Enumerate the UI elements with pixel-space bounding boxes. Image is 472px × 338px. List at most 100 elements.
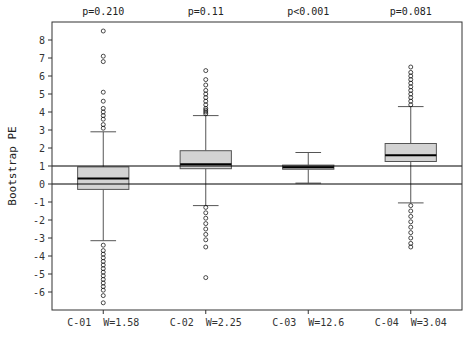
y-tick-label: -3 (33, 233, 45, 244)
flier (409, 209, 413, 213)
y-tick (48, 94, 52, 95)
flier (204, 83, 208, 87)
flier (101, 288, 105, 292)
flier (101, 294, 105, 298)
y-tick-label: -2 (33, 215, 45, 226)
y-tick-label: 2 (39, 143, 45, 154)
flier (204, 276, 208, 280)
flier (101, 99, 105, 103)
flier (101, 54, 105, 58)
flier (101, 123, 105, 127)
median (283, 166, 334, 168)
p-label: p=0.210 (82, 6, 124, 17)
y-tick-label: 8 (39, 35, 45, 46)
y-tick-label: 4 (39, 107, 45, 118)
flier (204, 222, 208, 226)
y-tick-label: -1 (33, 197, 45, 208)
whisker-high (410, 107, 411, 144)
whisker-high (308, 153, 309, 166)
y-tick-label: 0 (39, 179, 45, 190)
box (385, 144, 436, 162)
p-label: p=0.081 (390, 6, 432, 17)
plot-area (52, 29, 462, 305)
chart: -6-5-4-3-2-1012345678Bootstrap PEC-01 W=… (0, 0, 472, 338)
x-tick (308, 310, 309, 314)
flier (409, 225, 413, 229)
y-tick-label: 5 (39, 89, 45, 100)
y-tick-label: 1 (39, 161, 45, 172)
p-label: p=0.11 (188, 6, 224, 17)
flier (409, 204, 413, 208)
flier (101, 29, 105, 33)
flier (204, 78, 208, 82)
y-tick-label: -5 (33, 269, 45, 280)
y-tick (48, 220, 52, 221)
y-tick-label: -6 (33, 287, 45, 298)
y-tick (48, 40, 52, 41)
flier (204, 88, 208, 92)
y-tick (48, 130, 52, 131)
flier (204, 238, 208, 242)
flier (204, 227, 208, 231)
flier (204, 245, 208, 249)
flier (204, 205, 208, 209)
y-tick-label: 3 (39, 125, 45, 136)
whisker-high (103, 132, 104, 167)
flier (409, 236, 413, 240)
x-tick (205, 310, 206, 314)
x-tick (103, 310, 104, 314)
x-tick-label: C-04 W=3.04 (375, 317, 447, 328)
flier (409, 70, 413, 74)
flier (409, 220, 413, 224)
x-tick-label: C-03 W=12.6 (272, 317, 344, 328)
y-tick (48, 202, 52, 203)
whisker-low (410, 162, 411, 203)
cap-low (398, 202, 424, 203)
y-axis-label: Bootstrap PE (6, 126, 19, 205)
flier (101, 60, 105, 64)
box (78, 167, 129, 190)
x-tick (410, 310, 411, 314)
y-tick (48, 184, 52, 185)
flier (101, 90, 105, 94)
flier (101, 106, 105, 110)
x-tick-label: C-02 W=2.25 (170, 317, 242, 328)
y-tick (48, 112, 52, 113)
cap-low (90, 240, 116, 241)
flier (204, 69, 208, 73)
cap-low (295, 183, 321, 184)
flier (204, 232, 208, 236)
flier (204, 211, 208, 215)
p-label: p<0.001 (287, 6, 329, 17)
flier (101, 243, 105, 247)
flier (409, 245, 413, 249)
y-tick-label: 6 (39, 71, 45, 82)
median (78, 178, 129, 180)
median (180, 163, 231, 165)
y-tick (48, 256, 52, 257)
cap-high (90, 131, 116, 132)
y-tick (48, 166, 52, 167)
flier (409, 65, 413, 69)
y-tick (48, 58, 52, 59)
whisker-low (308, 169, 309, 183)
whisker-low (103, 189, 104, 240)
plot-frame (52, 22, 462, 310)
flier (204, 216, 208, 220)
cap-high (295, 152, 321, 153)
whisker-high (205, 116, 206, 151)
y-tick-label: -4 (33, 251, 45, 262)
whisker-low (205, 169, 206, 206)
x-tick-label: C-01 W=1.58 (67, 317, 139, 328)
y-tick (48, 148, 52, 149)
reference-line (52, 166, 462, 167)
y-tick (48, 238, 52, 239)
flier (101, 301, 105, 305)
flier (409, 231, 413, 235)
y-tick (48, 292, 52, 293)
flier (409, 214, 413, 218)
y-tick (48, 274, 52, 275)
y-tick (48, 76, 52, 77)
median (385, 154, 436, 156)
reference-line (52, 184, 462, 185)
